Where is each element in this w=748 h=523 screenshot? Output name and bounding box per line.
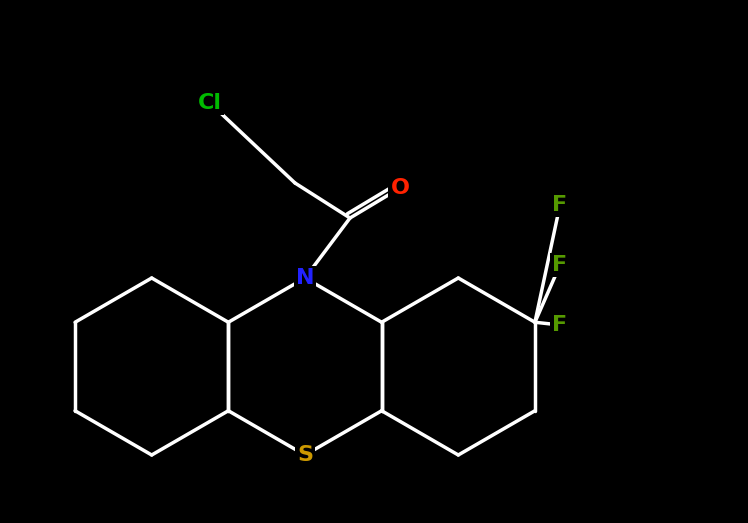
Text: F: F — [553, 195, 568, 215]
Text: F: F — [553, 315, 568, 335]
Text: N: N — [295, 268, 314, 288]
Text: O: O — [390, 178, 409, 198]
Text: F: F — [553, 255, 568, 275]
Text: Cl: Cl — [198, 93, 222, 113]
Text: S: S — [297, 445, 313, 465]
